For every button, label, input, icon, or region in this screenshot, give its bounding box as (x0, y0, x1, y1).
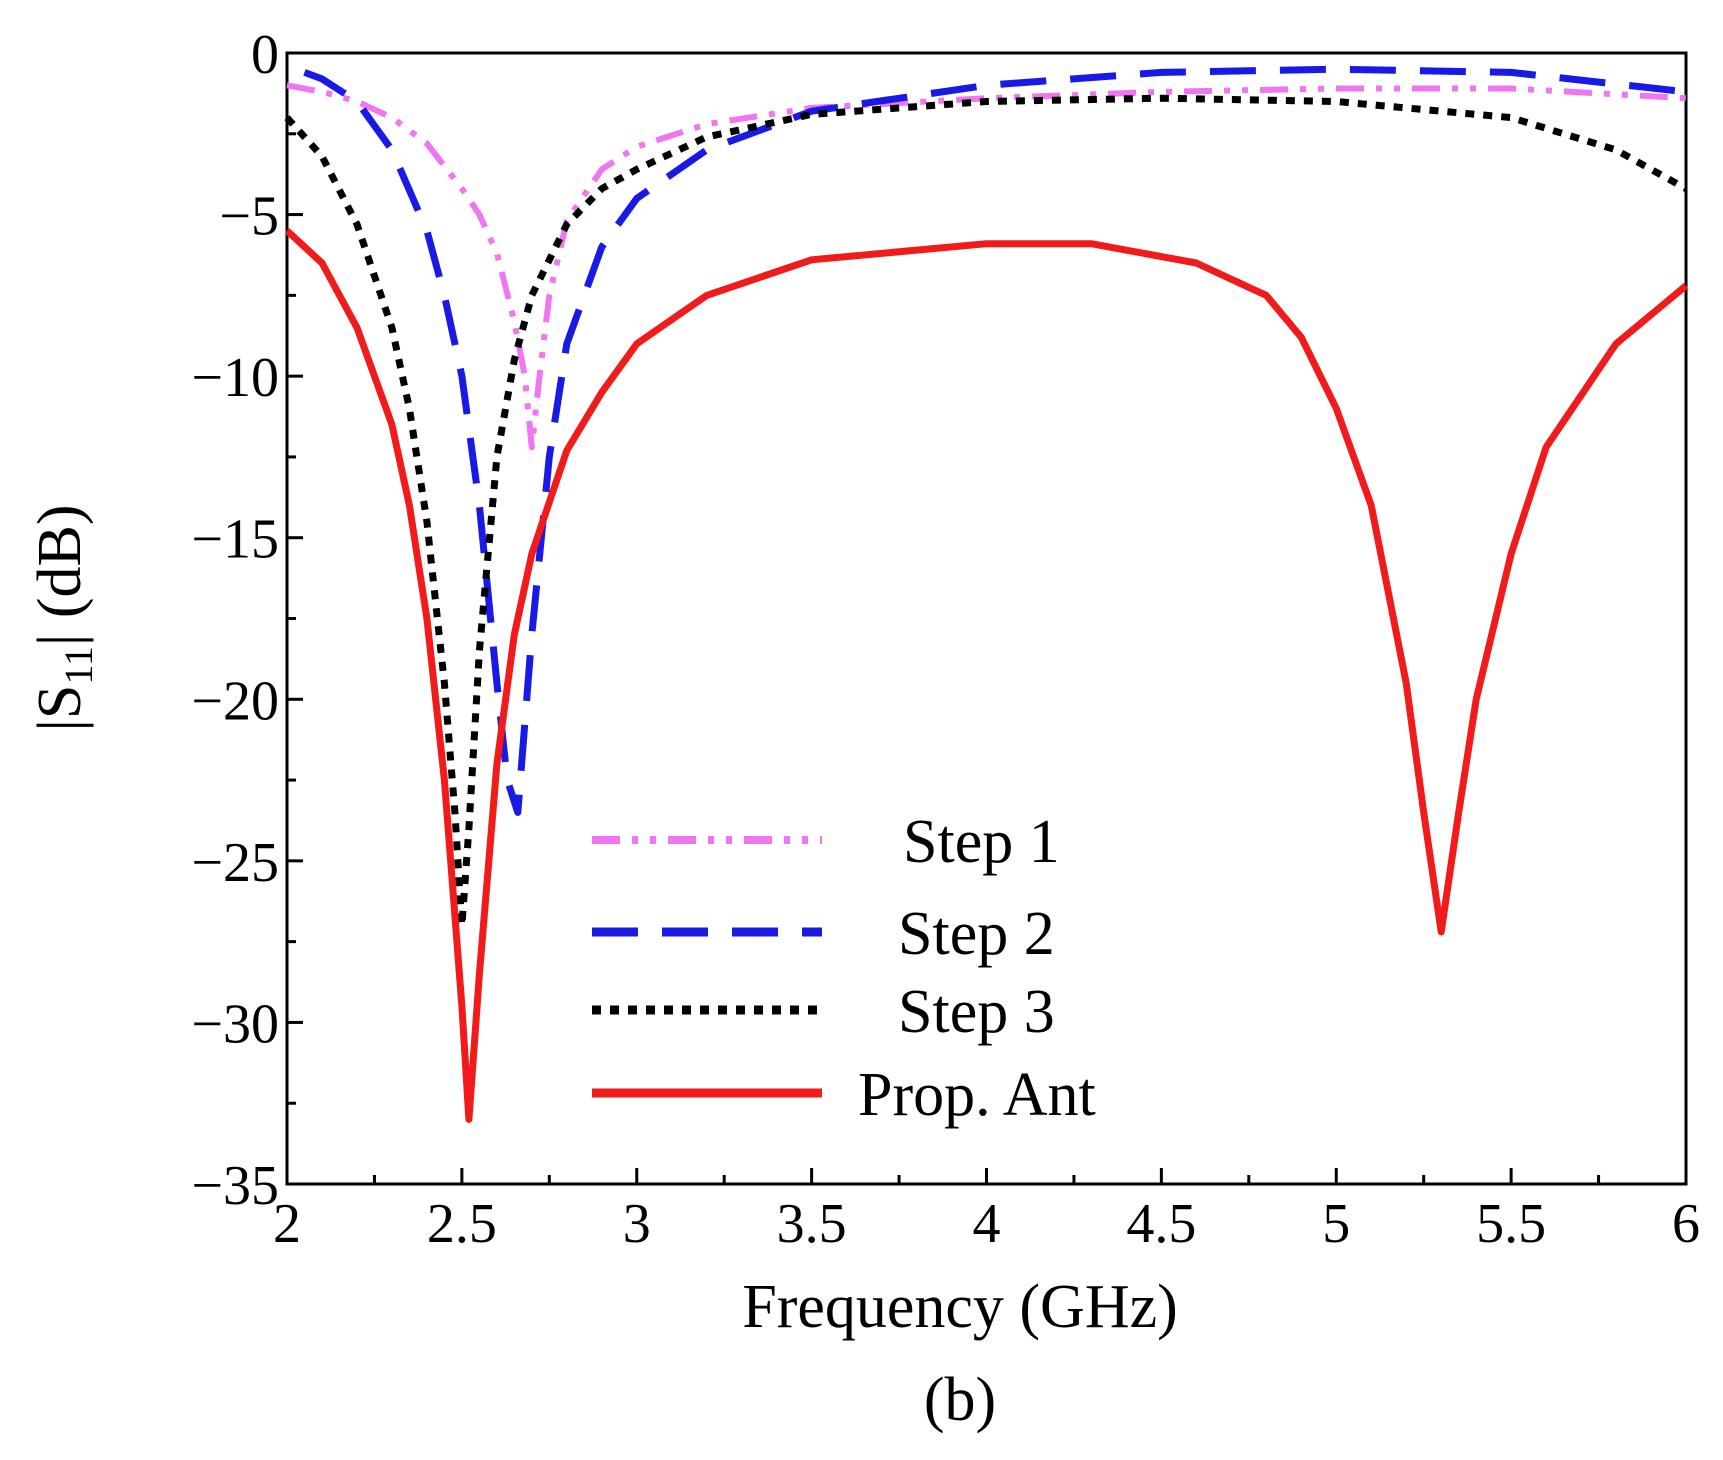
y-axis-label: |S11| (dB) (26, 505, 101, 732)
y-tick-label: −15 (191, 509, 279, 571)
x-tick-label: 4.5 (1126, 1193, 1196, 1255)
legend-label: Prop. Ant (858, 1061, 1096, 1129)
x-tick-label: 5.5 (1476, 1193, 1546, 1255)
x-tick-label: 6 (1672, 1193, 1700, 1255)
series-line-step-2 (303, 65, 1687, 816)
x-tick-label: 3 (623, 1193, 651, 1255)
x-tick-label: 2 (273, 1193, 301, 1255)
y-tick-label: 0 (251, 24, 279, 86)
y-axis-label-subscript: 11 (56, 646, 101, 685)
legend: Step 1 Step 2 Step 3 Prop. Ant (592, 808, 1096, 1129)
tick-layer: 2 2.5 3 3.5 4 4.5 5 5.5 6 0 −5 −10 −15 −20 −25 −30 −35 (191, 24, 1700, 1255)
series-line-prop-ant (284, 228, 1689, 1123)
legend-label: Step 2 (898, 900, 1055, 968)
series-line-step-3 (284, 94, 1688, 929)
y-axis-label-main: |S (26, 685, 94, 732)
legend-label: Step 1 (903, 808, 1060, 876)
x-tick-label: 4 (973, 1193, 1001, 1255)
y-tick-label: −5 (219, 186, 279, 248)
y-axis-label-tail: | (dB) (26, 505, 94, 647)
y-tick-label: −30 (191, 993, 279, 1055)
x-tick-label: 3.5 (777, 1193, 847, 1255)
y-tick-label: −25 (191, 832, 279, 894)
x-tick-label: 5 (1322, 1193, 1350, 1255)
series-layer (284, 65, 1689, 1123)
y-tick-label: −20 (191, 670, 279, 732)
x-tick-label: 2.5 (427, 1193, 497, 1255)
y-tick-label: −35 (191, 1155, 279, 1217)
legend-label: Step 3 (898, 978, 1055, 1046)
y-tick-label: −10 (191, 347, 279, 409)
figure-caption: (b) (924, 1366, 996, 1434)
series-line-step-1 (286, 82, 1687, 451)
x-axis-label: Frequency (GHz) (742, 1273, 1178, 1341)
